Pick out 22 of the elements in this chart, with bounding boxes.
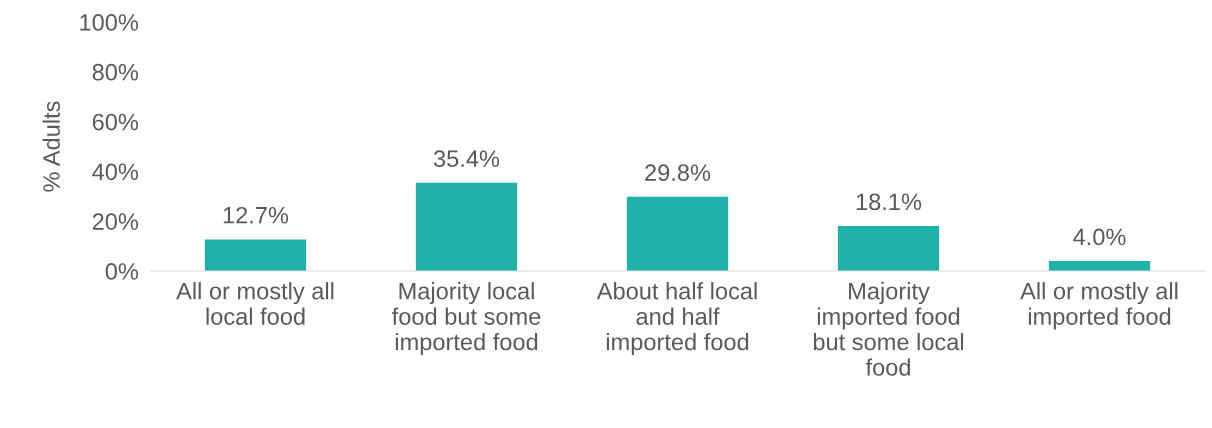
- x-tick-label: All or mostly all local food: [176, 282, 334, 325]
- data-label: 12.7%: [223, 206, 289, 224]
- x-tick-label: All or mostly all imported food: [1020, 282, 1178, 330]
- x-tick-label: Majority imported food but some local food: [813, 282, 964, 376]
- data-label: 35.4%: [433, 150, 500, 168]
- bar: [837, 225, 940, 271]
- data-label: 4.0%: [1073, 228, 1126, 246]
- data-label: 18.1%: [856, 193, 922, 211]
- y-tick-label: 80%: [92, 63, 139, 81]
- y-tick-label: 40%: [92, 163, 139, 181]
- bar: [415, 182, 518, 271]
- bar: [626, 196, 729, 271]
- data-label: 29.8%: [645, 164, 711, 182]
- x-tick-label: Majority local food but some imported food: [392, 282, 541, 355]
- y-tick-label: 20%: [92, 213, 139, 230]
- y-tick-label: 100%: [80, 14, 139, 31]
- bar: [204, 239, 307, 271]
- x-tick-label: About half local and half imported food: [596, 282, 757, 355]
- y-tick-label: 0%: [105, 263, 139, 280]
- y-axis-title: % Adults: [42, 101, 60, 192]
- y-tick-label: 60%: [92, 113, 139, 131]
- bar: [1048, 261, 1151, 271]
